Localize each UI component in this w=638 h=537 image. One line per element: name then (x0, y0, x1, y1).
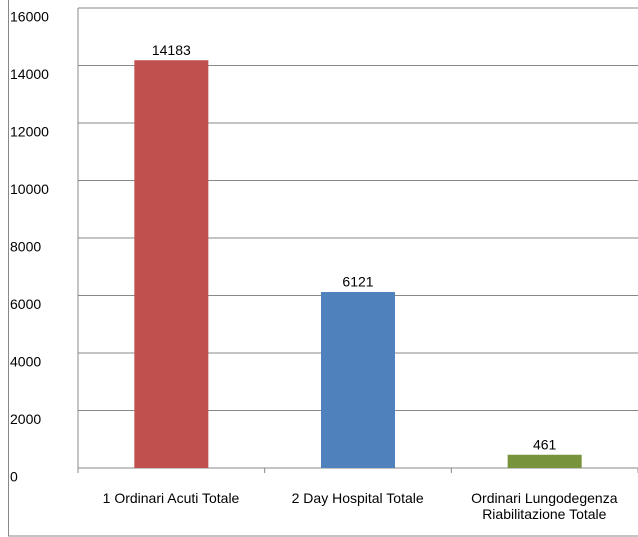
bar (134, 60, 209, 469)
x-tick-label: Ordinari Lungodegenza Riabilitazione Tot… (471, 490, 618, 522)
y-tick-label: 0 (10, 469, 18, 485)
y-tick-label: 12000 (10, 124, 49, 140)
y-tick-label: 2000 (10, 411, 41, 427)
value-label: 6121 (342, 274, 373, 290)
bar (321, 292, 395, 468)
y-tick-label: 14000 (10, 66, 49, 82)
bar (507, 454, 582, 468)
x-tick-label: 1 Ordinari Acuti Totale (102, 490, 240, 506)
frame (8, 0, 638, 537)
y-tick-label: 16000 (10, 9, 49, 25)
value-label: 461 (533, 436, 557, 452)
x-tick-label: 2 Day Hospital Totale (291, 490, 424, 506)
y-tick-label: 8000 (10, 239, 41, 255)
value-label: 14183 (152, 42, 191, 58)
y-tick-label: 10000 (10, 181, 49, 197)
y-tick-label: 6000 (10, 296, 41, 312)
y-tick-label: 4000 (10, 354, 41, 370)
